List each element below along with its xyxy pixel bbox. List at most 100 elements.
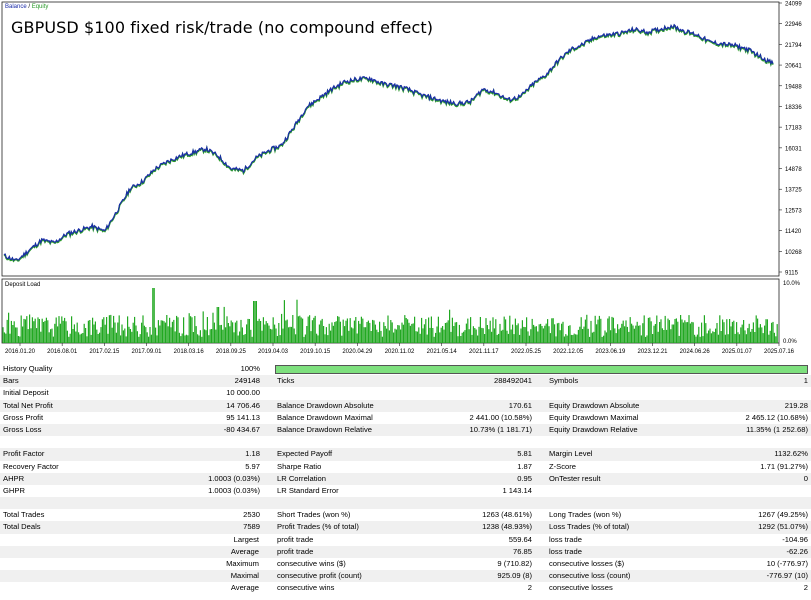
bars-value: 249148 [234, 376, 260, 386]
lr-correlation-value: 0.95 [517, 473, 532, 483]
balance-dd-abs-label: Balance Drawdown Absolute [277, 400, 374, 410]
sharpe-ratio-label: Sharpe Ratio [277, 461, 322, 471]
load-tick-bottom: 0.0% [783, 339, 797, 345]
balance-equity-chart: 24099 22946 21794 20641 19488 18336 17183 16031… [1, 1, 802, 277]
y-tick-label: 16031 [785, 146, 802, 152]
strategy-report: History Quality 100% Bars 249148 Ticks 2… [0, 363, 811, 595]
margin-level-label: Margin Level [549, 449, 593, 459]
x-tick-label: 2020.04.29 [342, 349, 373, 355]
report-row-average: Average profit trade 76.85 loss trade -6… [0, 545, 811, 558]
maximal-profit-label: consecutive profit (count) [277, 571, 362, 581]
chart-frame [1, 1, 780, 277]
report-row-largest: Largest profit trade 559.64 loss trade -… [0, 534, 811, 546]
average2-profit-value: 2 [527, 583, 532, 593]
legend-balance: Balance [5, 4, 27, 10]
balance-dd-abs-value: 170.61 [508, 400, 532, 410]
gross-loss-value: -80 434.67 [223, 424, 260, 434]
sharpe-ratio-value: 1.87 [517, 461, 532, 471]
expected-payoff-value: 5.81 [517, 449, 532, 459]
largest-profit-value: 559.64 [508, 534, 532, 544]
loss-trades-value: 1292 (51.07%) [758, 522, 808, 532]
x-tick-label: 2025.07.16 [764, 349, 795, 355]
lr-correlation-label: LR Correlation [277, 473, 326, 483]
deposit-load-label: Deposit Load [5, 282, 41, 288]
x-tick-label: 2019.10.15 [300, 349, 331, 355]
y-tick-label: 11420 [785, 229, 802, 235]
loss-trades-label: Loss Trades (% of total) [549, 522, 630, 532]
legend-equity: Equity [31, 4, 49, 10]
y-tick-label: 24099 [785, 2, 802, 8]
x-tick-label: 2016.01.20 [5, 349, 36, 355]
x-tick-label: 2023.06.19 [595, 349, 626, 355]
ticks-label: Ticks [277, 376, 295, 386]
report-row-ahpr: AHPR 1.0003 (0.03%) LR Correlation 0.95 … [0, 472, 811, 485]
recovery-factor-value: 5.97 [245, 461, 260, 471]
largest-loss-value: -104.96 [782, 534, 808, 544]
report-row-history-quality: History Quality 100% [0, 363, 811, 375]
equity-dd-rel-label: Equity Drawdown Relative [549, 424, 638, 434]
average-profit-label: profit trade [277, 546, 314, 556]
profit-trades-value: 1238 (48.93%) [482, 522, 532, 532]
y-tick-label: 12573 [785, 208, 802, 214]
y-tick-label: 13725 [785, 188, 802, 194]
report-row-average-consecutive: Average consecutive wins 2 consecutive l… [0, 582, 811, 594]
total-deals-label: Total Deals [3, 522, 41, 532]
y-tick-label: 17183 [785, 126, 802, 132]
report-row-bars: Bars 249148 Ticks 288492041 Symbols 1 [0, 375, 811, 388]
z-score-value: 1.71 (91.27%) [760, 461, 808, 471]
y-tick-label: 18336 [785, 105, 802, 111]
expected-payoff-label: Expected Payoff [277, 449, 333, 459]
balance-dd-max-value: 2 441.00 (10.58%) [469, 412, 532, 422]
balance-line [3, 23, 774, 262]
balance-dd-rel-label: Balance Drawdown Relative [277, 424, 372, 434]
x-tick-label: 2017.09.01 [131, 349, 162, 355]
gross-profit-value: 95 141.13 [226, 412, 260, 422]
total-trades-value: 2530 [243, 510, 260, 520]
report-row-spacer-2 [0, 497, 811, 510]
ahpr-value: 1.0003 (0.03%) [208, 473, 260, 483]
maximal-profit-value: 925.09 (8) [497, 571, 532, 581]
symbols-label: Symbols [549, 376, 579, 386]
equity-dd-max-value: 2 465.12 (10.68%) [745, 412, 808, 422]
report-row-recovery-factor: Recovery Factor 5.97 Sharpe Ratio 1.87 Z… [0, 461, 811, 473]
margin-level-value: 1132.62% [774, 449, 808, 459]
average-loss-label: loss trade [549, 546, 582, 556]
x-tick-label: 2018.09.25 [216, 349, 247, 355]
y-tick-label: 9115 [785, 271, 799, 277]
report-row-maximal: Maximal consecutive profit (count) 925.0… [0, 570, 811, 583]
y-tick-label: 21794 [785, 43, 802, 49]
x-tick-label: 2021.11.17 [469, 349, 499, 355]
x-tick-label: 2022.05.25 [511, 349, 542, 355]
deposit-load-chart: 10.0% 0.0% 2016.01.20 2016.08.01 2017.02.15 2… [1, 278, 801, 355]
maximal-loss-value: -776.97 (10) [766, 571, 808, 581]
load-tick-top: 10.0% [783, 281, 801, 287]
ahpr-label: AHPR [3, 473, 25, 483]
lr-std-error-value: 1 143.14 [502, 485, 532, 495]
ghpr-value: 1.0003 (0.03%) [208, 485, 260, 495]
report-row-initial-deposit: Initial Deposit 10 000.00 [0, 387, 811, 399]
y-tick-label: 14878 [785, 167, 802, 173]
y-tick-label: 10268 [785, 250, 802, 256]
short-trades-label: Short Trades (won %) [277, 510, 351, 520]
symbols-value: 1 [803, 376, 808, 386]
balance-dd-rel-value: 10.73% (1 181.71) [469, 424, 532, 434]
equity-dd-max-label: Equity Drawdown Maximal [549, 412, 639, 422]
report-row-gross-loss: Gross Loss -80 434.67 Balance Drawdown R… [0, 423, 811, 437]
recovery-factor-label: Recovery Factor [3, 461, 59, 471]
gross-profit-label: Gross Profit [3, 412, 44, 422]
maximum-loss-label: consecutive losses ($) [549, 559, 625, 568]
average2-label: Average [230, 583, 259, 593]
x-tick-label: 2019.04.03 [258, 349, 289, 355]
y-tick-label: 22946 [785, 22, 802, 28]
profit-factor-value: 1.18 [245, 449, 260, 459]
ontester-value: 0 [803, 473, 808, 483]
x-tick-label: 2023.12.21 [637, 349, 668, 355]
report-row-maximum: Maximum consecutive wins ($) 9 (710.82) … [0, 558, 811, 570]
x-tick-label: 2021.05.14 [427, 349, 458, 355]
average2-profit-label: consecutive wins [277, 583, 335, 593]
x-tick-label: 2020.11.02 [385, 349, 415, 355]
report-row-gross-profit: Gross Profit 95 141.13 Balance Drawdown … [0, 412, 811, 424]
x-tick-label: 2024.06.26 [680, 349, 711, 355]
total-net-profit-label: Total Net Profit [3, 400, 53, 410]
equity-dd-abs-label: Equity Drawdown Absolute [549, 400, 640, 410]
